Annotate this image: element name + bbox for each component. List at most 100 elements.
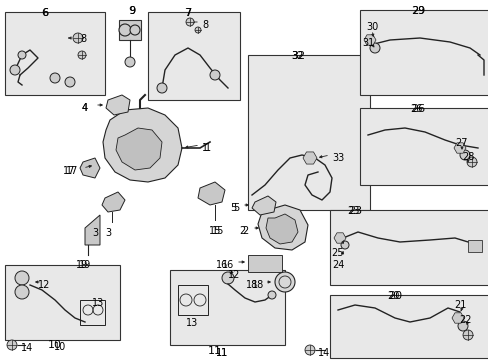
- Circle shape: [78, 51, 86, 59]
- Text: 14: 14: [317, 348, 329, 358]
- Text: 2: 2: [242, 226, 247, 236]
- Text: 17: 17: [62, 166, 75, 176]
- Bar: [148, 12, 240, 100]
- Text: 5: 5: [232, 203, 239, 213]
- Text: 25: 25: [331, 248, 344, 258]
- Bar: [467, 240, 481, 252]
- Polygon shape: [251, 196, 275, 215]
- Text: 7: 7: [184, 8, 191, 18]
- Circle shape: [305, 345, 314, 355]
- Circle shape: [50, 73, 60, 83]
- Polygon shape: [258, 205, 307, 250]
- Circle shape: [125, 57, 135, 67]
- Text: 15: 15: [208, 226, 221, 236]
- Bar: [119, 20, 141, 40]
- Polygon shape: [303, 152, 316, 164]
- Text: 23: 23: [346, 206, 359, 216]
- Bar: [170, 270, 285, 345]
- Bar: [329, 295, 488, 358]
- Circle shape: [466, 157, 476, 167]
- Bar: [247, 55, 369, 210]
- Text: 27: 27: [455, 138, 468, 148]
- Circle shape: [274, 272, 294, 292]
- Text: 16: 16: [215, 260, 227, 270]
- Circle shape: [369, 43, 379, 53]
- Text: 9: 9: [129, 6, 135, 16]
- Text: 5: 5: [229, 203, 236, 213]
- Circle shape: [459, 150, 469, 160]
- Text: 11: 11: [215, 348, 228, 358]
- Polygon shape: [265, 214, 297, 244]
- Text: 17: 17: [66, 166, 78, 176]
- Text: 32: 32: [290, 51, 305, 61]
- Circle shape: [15, 285, 29, 299]
- Bar: [359, 108, 488, 185]
- Polygon shape: [363, 35, 375, 45]
- Circle shape: [65, 77, 75, 87]
- Text: 18: 18: [245, 280, 258, 290]
- Text: 3: 3: [92, 228, 98, 238]
- Text: 16: 16: [222, 260, 234, 270]
- Circle shape: [18, 51, 26, 59]
- Text: 33: 33: [331, 153, 344, 163]
- Polygon shape: [198, 182, 224, 205]
- Text: 15: 15: [211, 226, 224, 236]
- Text: 6: 6: [42, 8, 48, 18]
- Text: 22: 22: [458, 315, 470, 325]
- Circle shape: [157, 83, 167, 93]
- Text: 20: 20: [386, 291, 398, 301]
- Polygon shape: [102, 192, 125, 212]
- Text: 23: 23: [347, 206, 361, 216]
- Text: 11: 11: [207, 346, 222, 356]
- Bar: [329, 210, 488, 285]
- Circle shape: [185, 18, 194, 26]
- Bar: [5, 265, 120, 340]
- Text: 29: 29: [411, 6, 423, 16]
- Text: 6: 6: [41, 8, 48, 18]
- Circle shape: [195, 27, 201, 33]
- Polygon shape: [116, 128, 162, 170]
- Text: 8: 8: [202, 20, 208, 30]
- Circle shape: [15, 271, 29, 285]
- Text: 30: 30: [365, 22, 377, 32]
- Text: 14: 14: [21, 343, 33, 353]
- Polygon shape: [106, 95, 130, 115]
- Circle shape: [130, 25, 140, 35]
- Circle shape: [10, 65, 20, 75]
- Polygon shape: [451, 313, 463, 323]
- Text: 2: 2: [238, 226, 244, 236]
- Text: 13: 13: [185, 318, 198, 328]
- Circle shape: [73, 33, 83, 43]
- Text: 1: 1: [202, 143, 207, 153]
- Text: 3: 3: [105, 228, 111, 238]
- Text: 7: 7: [184, 8, 191, 18]
- Bar: [80, 300, 105, 325]
- Text: 4: 4: [81, 103, 88, 113]
- Text: 26: 26: [410, 104, 424, 114]
- Text: 19: 19: [76, 260, 88, 270]
- Text: 29: 29: [410, 6, 424, 16]
- Bar: [178, 285, 207, 315]
- Polygon shape: [103, 108, 182, 182]
- Circle shape: [340, 241, 348, 249]
- Circle shape: [267, 291, 275, 299]
- Circle shape: [462, 330, 472, 340]
- Text: 9: 9: [128, 6, 135, 16]
- Text: 19: 19: [79, 260, 91, 270]
- Text: 24: 24: [331, 260, 344, 270]
- Text: 32: 32: [291, 51, 304, 61]
- Text: 12: 12: [38, 280, 50, 290]
- Text: 20: 20: [387, 291, 401, 301]
- Polygon shape: [453, 143, 465, 153]
- Text: 10: 10: [48, 340, 62, 350]
- Text: 26: 26: [409, 104, 421, 114]
- Circle shape: [209, 70, 220, 80]
- Text: 8: 8: [80, 34, 86, 44]
- Circle shape: [7, 340, 17, 350]
- Circle shape: [222, 272, 234, 284]
- Polygon shape: [80, 158, 100, 178]
- Text: 31: 31: [361, 38, 373, 48]
- Polygon shape: [333, 233, 346, 243]
- Text: 10: 10: [54, 342, 66, 352]
- Polygon shape: [85, 215, 100, 245]
